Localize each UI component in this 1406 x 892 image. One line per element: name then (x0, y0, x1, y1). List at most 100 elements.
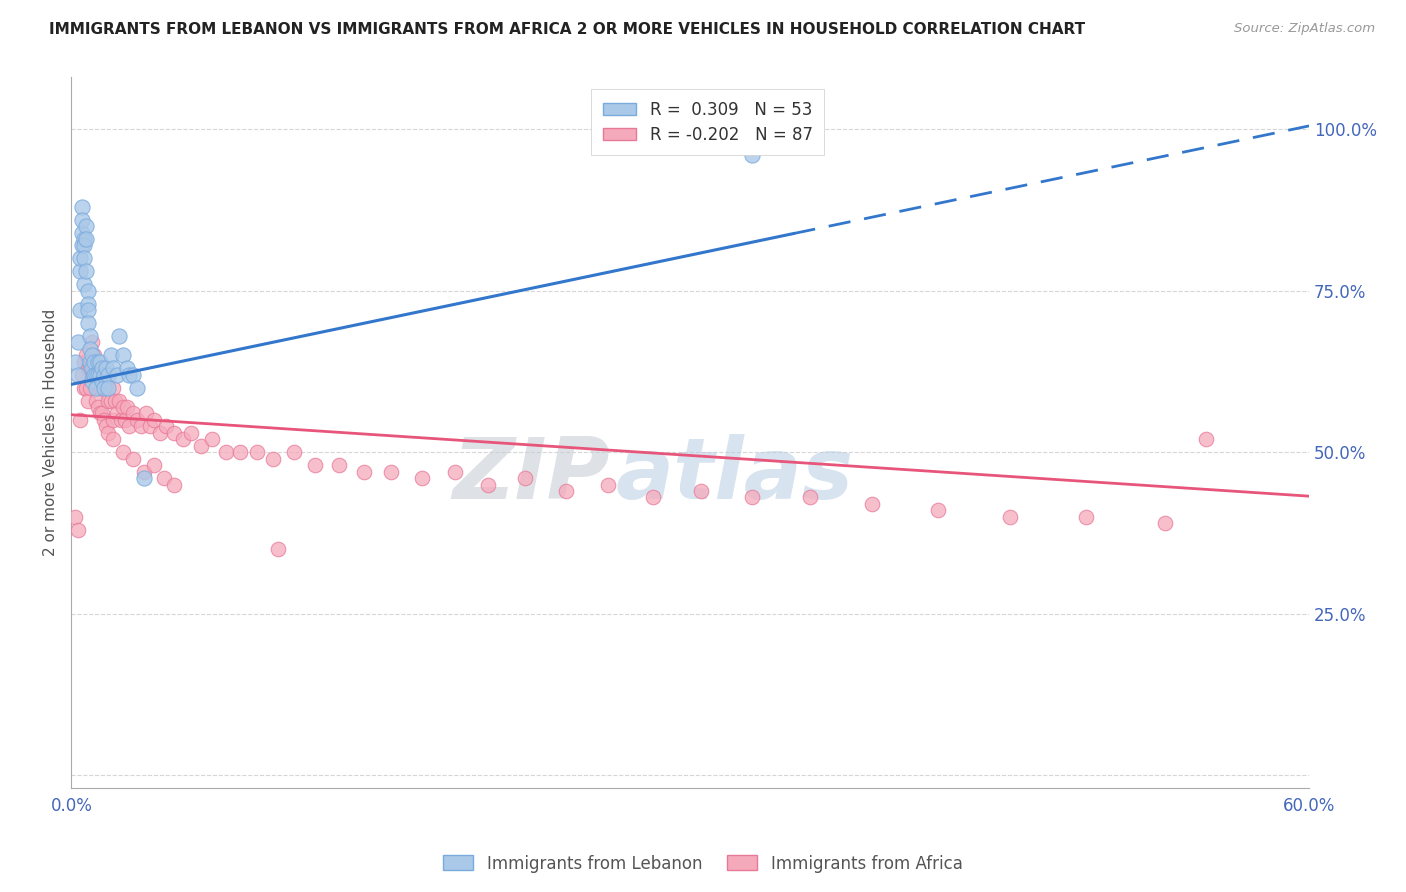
Point (163, 477, 186, 491)
Point (80, 335, 103, 350)
Point (66, 335, 89, 350)
Point (155, 419, 177, 434)
Point (180, 425, 202, 440)
Text: IMMIGRANTS FROM LEBANON VS IMMIGRANTS FROM AFRICA 2 OR MORE VEHICLES IN HOUSEHOL: IMMIGRANTS FROM LEBANON VS IMMIGRANTS FR… (49, 22, 1085, 37)
Point (69, 264, 91, 278)
Point (741, 491, 763, 505)
Point (91, 361, 114, 376)
Point (73, 381, 96, 395)
Point (101, 381, 124, 395)
Point (328, 458, 350, 472)
Point (138, 419, 160, 434)
Point (111, 445, 134, 459)
Point (87, 400, 110, 414)
Point (266, 542, 288, 557)
Point (444, 465, 467, 479)
Point (515, 471, 537, 485)
Point (149, 425, 172, 440)
Point (135, 407, 157, 421)
Point (70, 212, 93, 227)
Point (73, 232, 96, 246)
Point (76, 303, 98, 318)
Point (689, 483, 711, 498)
Point (87, 368, 110, 382)
Point (115, 400, 138, 414)
Point (229, 445, 252, 459)
Point (96, 419, 118, 434)
Point (1153, 516, 1175, 531)
Point (89, 407, 111, 421)
Point (76, 284, 98, 298)
Point (84, 381, 107, 395)
Point (91, 374, 114, 388)
Point (80, 368, 103, 382)
Point (153, 471, 176, 485)
Point (353, 465, 375, 479)
Legend: Immigrants from Lebanon, Immigrants from Africa: Immigrants from Lebanon, Immigrants from… (437, 848, 969, 880)
Point (115, 361, 138, 376)
Point (96, 361, 118, 376)
Point (114, 413, 136, 427)
Point (80, 348, 103, 362)
Point (75, 264, 97, 278)
Point (83, 348, 105, 362)
Point (97, 393, 120, 408)
Point (96, 381, 118, 395)
Point (97, 425, 120, 440)
Point (75, 219, 97, 233)
Point (1195, 432, 1218, 446)
Point (799, 491, 821, 505)
Point (283, 445, 305, 459)
Point (100, 393, 122, 408)
Point (555, 483, 578, 498)
Point (641, 491, 664, 505)
Point (127, 413, 149, 427)
Point (69, 413, 91, 427)
Point (93, 413, 115, 427)
Point (105, 368, 128, 382)
Point (927, 503, 949, 517)
Point (79, 361, 101, 376)
Point (79, 329, 101, 343)
Point (172, 432, 194, 446)
Point (76, 296, 98, 310)
Point (89, 355, 111, 369)
Point (1076, 509, 1098, 524)
Point (70, 226, 93, 240)
Point (104, 393, 127, 408)
Point (84, 361, 107, 376)
Point (79, 355, 101, 369)
Point (76, 361, 98, 376)
Point (83, 368, 105, 382)
Point (105, 407, 128, 421)
Point (263, 451, 285, 466)
Point (73, 277, 96, 292)
Point (83, 368, 105, 382)
Point (70, 200, 93, 214)
Point (127, 381, 149, 395)
Point (97, 381, 120, 395)
Point (122, 451, 145, 466)
Point (215, 445, 238, 459)
Point (860, 497, 883, 511)
Point (101, 361, 124, 376)
Point (87, 368, 110, 382)
Point (411, 471, 433, 485)
Point (110, 413, 132, 427)
Point (75, 232, 97, 246)
Text: Source: ZipAtlas.com: Source: ZipAtlas.com (1234, 22, 1375, 36)
Point (70, 238, 93, 252)
Point (101, 432, 124, 446)
Point (83, 355, 105, 369)
Point (89, 368, 111, 382)
Point (477, 477, 499, 491)
Point (107, 329, 129, 343)
Point (122, 407, 145, 421)
Point (101, 413, 124, 427)
Y-axis label: 2 or more Vehicles in Household: 2 or more Vehicles in Household (44, 310, 58, 557)
Point (111, 400, 134, 414)
Point (69, 303, 91, 318)
Point (66, 523, 89, 537)
Point (91, 374, 114, 388)
Point (93, 381, 115, 395)
